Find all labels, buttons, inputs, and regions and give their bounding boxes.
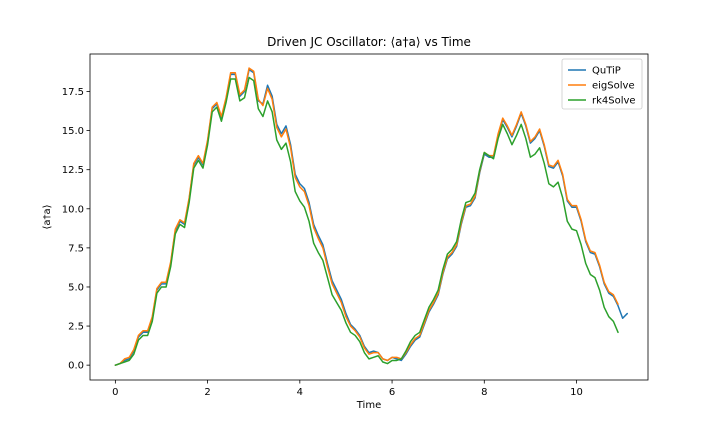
y-tick-label: 0.0 — [68, 361, 84, 372]
y-tick-label: 17.5 — [62, 87, 84, 98]
y-tick-label: 15.0 — [62, 126, 84, 137]
series-line-rk4solve — [114, 76, 619, 366]
legend-label: QuTiP — [592, 66, 621, 77]
x-tick-label: 4 — [297, 387, 303, 398]
x-tick-label: 10 — [570, 387, 583, 398]
axes-frame — [89, 53, 649, 381]
legend-box — [561, 58, 643, 110]
x-axis-ticks: 0 2 4 6 8 10 — [112, 380, 583, 398]
series-line-eigsolve — [114, 67, 619, 366]
chart-title: Driven JC Oscillator: ⟨a†a⟩ vs Time — [267, 35, 471, 49]
series-layer — [114, 67, 628, 366]
y-axis-label: ⟨a†a⟩ — [42, 204, 53, 229]
legend-label: rk4Solve — [592, 96, 636, 107]
y-tick-label: 10.0 — [62, 204, 84, 215]
legend: QuTiP eigSolve rk4Solve — [561, 58, 643, 110]
y-tick-label: 2.5 — [68, 322, 84, 333]
legend-label: eigSolve — [592, 81, 635, 92]
plot-area — [90, 54, 648, 380]
y-tick-label: 12.5 — [62, 165, 84, 176]
x-tick-label: 8 — [481, 387, 487, 398]
x-tick-label: 2 — [204, 387, 210, 398]
x-tick-label: 0 — [112, 387, 118, 398]
y-axis-ticks: 0.0 2.5 5.0 7.5 10.0 12.5 15.0 17.5 — [62, 87, 90, 372]
y-tick-label: 5.0 — [68, 282, 84, 293]
y-tick-label: 7.5 — [68, 243, 84, 254]
x-tick-label: 6 — [389, 387, 395, 398]
x-axis-label: Time — [356, 400, 381, 411]
